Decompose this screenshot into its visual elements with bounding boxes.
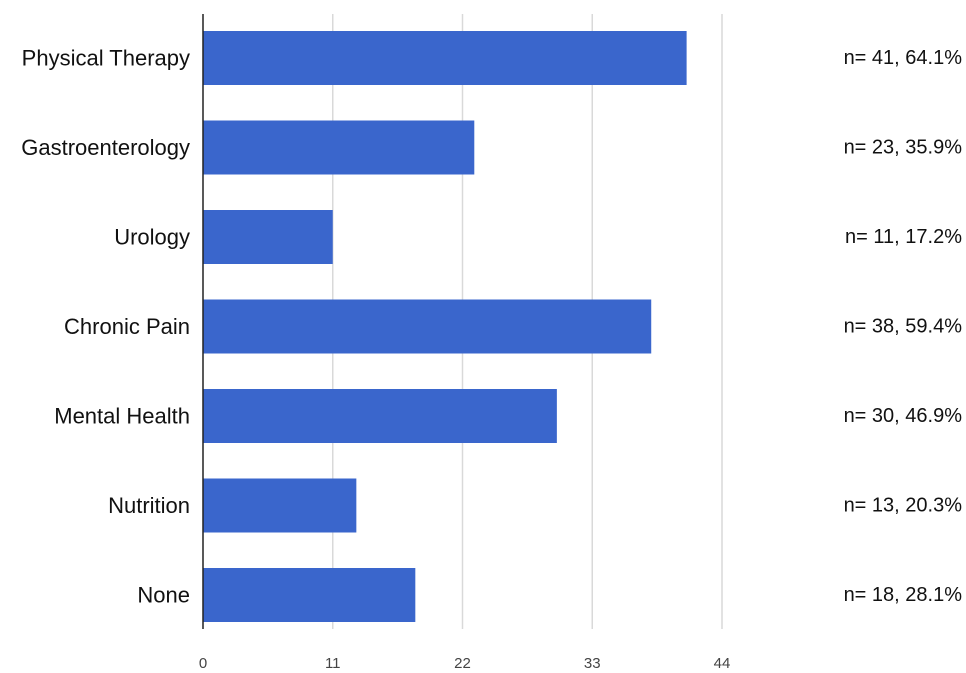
data-labels: n= 41, 64.1% n= 23, 35.9% n= 11, 17.2% n= 3… — [844, 47, 963, 606]
category-label-gastroenterology: Gastroenterology — [21, 135, 190, 160]
x-tick-label-22: 22 — [454, 655, 471, 672]
bar-physical-therapy — [203, 31, 687, 85]
bar-chronic-pain — [203, 299, 652, 354]
category-labels: Physical Therapy Gastroenterology Urology C… — [21, 46, 190, 608]
category-label-urology: Urology — [114, 225, 190, 250]
category-label-nutrition: Nutrition — [108, 493, 190, 518]
data-label-nutrition: n= 13, 20.3% — [844, 495, 963, 517]
bar-mental-health — [203, 389, 557, 443]
x-tick-label-44: 44 — [714, 655, 731, 672]
x-tick-label-0: 0 — [199, 655, 207, 672]
category-label-none: None — [137, 583, 190, 608]
data-label-physical-therapy: n= 41, 64.1% — [844, 47, 963, 69]
bars — [203, 31, 687, 622]
bar-urology — [203, 210, 333, 264]
bar-none — [203, 568, 416, 622]
x-tick-label-33: 33 — [584, 655, 601, 672]
data-label-chronic-pain: n= 38, 59.4% — [844, 316, 963, 338]
x-tick-labels: 0 11 22 33 44 — [199, 655, 731, 672]
bar-nutrition — [203, 478, 357, 533]
category-label-mental-health: Mental Health — [54, 404, 190, 429]
data-label-urology: n= 11, 17.2% — [845, 226, 962, 248]
data-label-none: n= 18, 28.1% — [844, 584, 963, 606]
data-label-mental-health: n= 30, 46.9% — [844, 405, 963, 427]
data-label-gastroenterology: n= 23, 35.9% — [844, 137, 963, 159]
category-label-physical-therapy: Physical Therapy — [22, 46, 190, 71]
category-label-chronic-pain: Chronic Pain — [64, 314, 190, 339]
x-tick-label-11: 11 — [325, 655, 341, 672]
bar-gastroenterology — [203, 120, 475, 175]
